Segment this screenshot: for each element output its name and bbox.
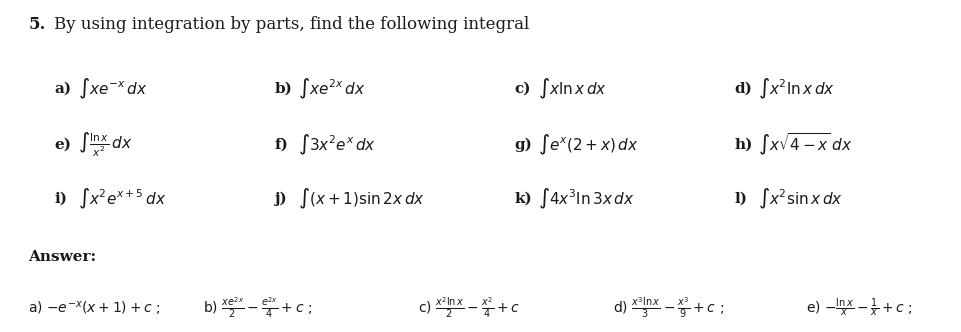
Text: Answer:: Answer: — [28, 250, 96, 264]
Text: $\int x\ln x\, dx$: $\int x\ln x\, dx$ — [538, 77, 607, 101]
Text: d): d) — [734, 82, 752, 96]
Text: $\int (x+1)\sin 2x\, dx$: $\int (x+1)\sin 2x\, dx$ — [299, 187, 426, 211]
Text: k): k) — [514, 192, 531, 206]
Text: i): i) — [54, 192, 67, 206]
Text: f): f) — [275, 137, 288, 152]
Text: $\int xe^{-x}\, dx$: $\int xe^{-x}\, dx$ — [78, 77, 147, 101]
Text: b): b) — [275, 82, 292, 96]
Text: $\int x\sqrt{4-x}\, dx$: $\int x\sqrt{4-x}\, dx$ — [758, 131, 852, 158]
Text: d) $\frac{x^{3}\ln x}{3}-\frac{x^{3}}{9}+c$ ;: d) $\frac{x^{3}\ln x}{3}-\frac{x^{3}}{9}… — [613, 295, 724, 320]
Text: g): g) — [514, 137, 531, 152]
Text: $\int x^{2}\sin x\, dx$: $\int x^{2}\sin x\, dx$ — [758, 187, 843, 211]
Text: c): c) — [514, 82, 530, 96]
Text: e): e) — [54, 137, 71, 152]
Text: $\int 4x^{3}\ln 3x\, dx$: $\int 4x^{3}\ln 3x\, dx$ — [538, 187, 634, 211]
Text: $\int xe^{2x}\, dx$: $\int xe^{2x}\, dx$ — [299, 77, 366, 101]
Text: h): h) — [734, 137, 752, 152]
Text: e) $-\frac{\ln x}{x}-\frac{1}{x}+c$ ;: e) $-\frac{\ln x}{x}-\frac{1}{x}+c$ ; — [806, 296, 913, 319]
Text: $\int 3x^{2}e^{x}\, dx$: $\int 3x^{2}e^{x}\, dx$ — [299, 132, 377, 157]
Text: c) $\frac{x^{2}\ln x}{2}-\frac{x^{2}}{4}+c$: c) $\frac{x^{2}\ln x}{2}-\frac{x^{2}}{4}… — [418, 295, 521, 320]
Text: $\int \frac{\ln x}{x^2}\, dx$: $\int \frac{\ln x}{x^2}\, dx$ — [78, 130, 133, 159]
Text: b) $\frac{xe^{2x}}{2}-\frac{e^{2x}}{4}+c$ ;: b) $\frac{xe^{2x}}{2}-\frac{e^{2x}}{4}+c… — [203, 295, 311, 320]
Text: $\int x^{2}\ln x\, dx$: $\int x^{2}\ln x\, dx$ — [758, 77, 835, 101]
Text: a): a) — [54, 82, 71, 96]
Text: $\int x^{2}e^{x+5}\, dx$: $\int x^{2}e^{x+5}\, dx$ — [78, 187, 166, 211]
Text: By using integration by parts, find the following integral: By using integration by parts, find the … — [54, 16, 530, 33]
Text: $\int e^{x}(2+x)\, dx$: $\int e^{x}(2+x)\, dx$ — [538, 132, 639, 157]
Text: l): l) — [734, 192, 748, 206]
Text: j): j) — [275, 192, 287, 206]
Text: a) $-e^{-x}(x+1)+c$ ;: a) $-e^{-x}(x+1)+c$ ; — [28, 298, 160, 317]
Text: 5.: 5. — [28, 16, 45, 33]
